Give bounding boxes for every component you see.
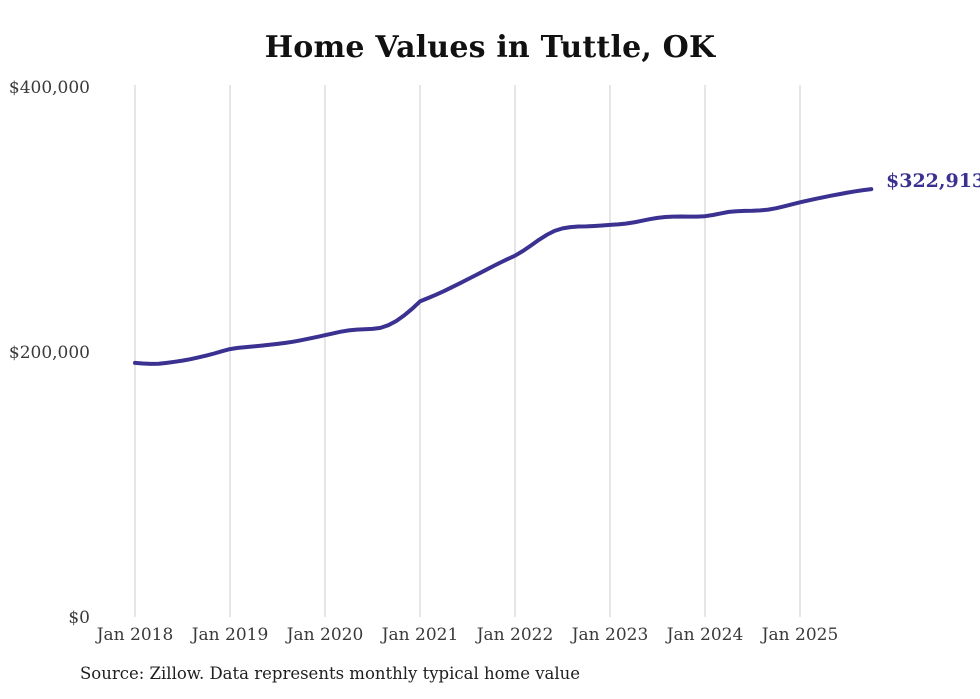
source-note: Source: Zillow. Data represents monthly … [80,664,581,683]
x-axis-tick-label: Jan 2024 [665,625,744,645]
x-axis-tick-label: Jan 2019 [190,625,269,645]
latest-value-label: $322,913 [886,170,980,192]
y-axis-tick-label: $200,000 [9,343,90,363]
y-axis-tick-label: $400,000 [9,78,90,98]
chart-title: Home Values in Tuttle, OK [264,30,716,65]
x-axis-tick-label: Jan 2023 [570,625,649,645]
x-axis-tick-label: Jan 2020 [285,625,364,645]
x-axis-tick-label: Jan 2025 [760,625,839,645]
y-axis-tick-label: $0 [68,608,90,628]
x-axis-tick-label: Jan 2021 [380,625,459,645]
x-axis-tick-label: Jan 2022 [475,625,554,645]
x-axis-tick-label: Jan 2018 [95,625,174,645]
home-value-line [133,187,874,366]
